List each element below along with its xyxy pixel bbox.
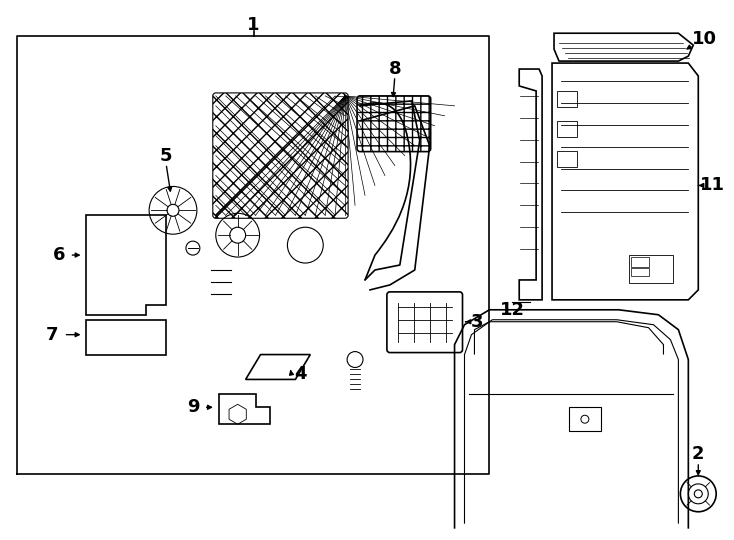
Text: 3: 3	[471, 313, 484, 330]
Bar	[557, 91, 577, 107]
Text: 9: 9	[186, 399, 199, 416]
Text: 11: 11	[700, 177, 724, 194]
Text: 7: 7	[46, 326, 58, 343]
Bar	[557, 151, 577, 166]
Bar	[631, 257, 649, 267]
Text: 1: 1	[247, 16, 260, 34]
Bar	[569, 407, 601, 431]
Text: 2: 2	[692, 445, 705, 463]
Text: 8: 8	[388, 60, 401, 78]
Text: 6: 6	[54, 246, 66, 264]
Bar	[557, 121, 577, 137]
Bar	[628, 255, 673, 283]
Text: 10: 10	[691, 30, 717, 48]
Text: 4: 4	[294, 366, 307, 383]
Bar	[631, 268, 649, 276]
Text: 5: 5	[160, 146, 172, 165]
Text: 12: 12	[500, 301, 525, 319]
